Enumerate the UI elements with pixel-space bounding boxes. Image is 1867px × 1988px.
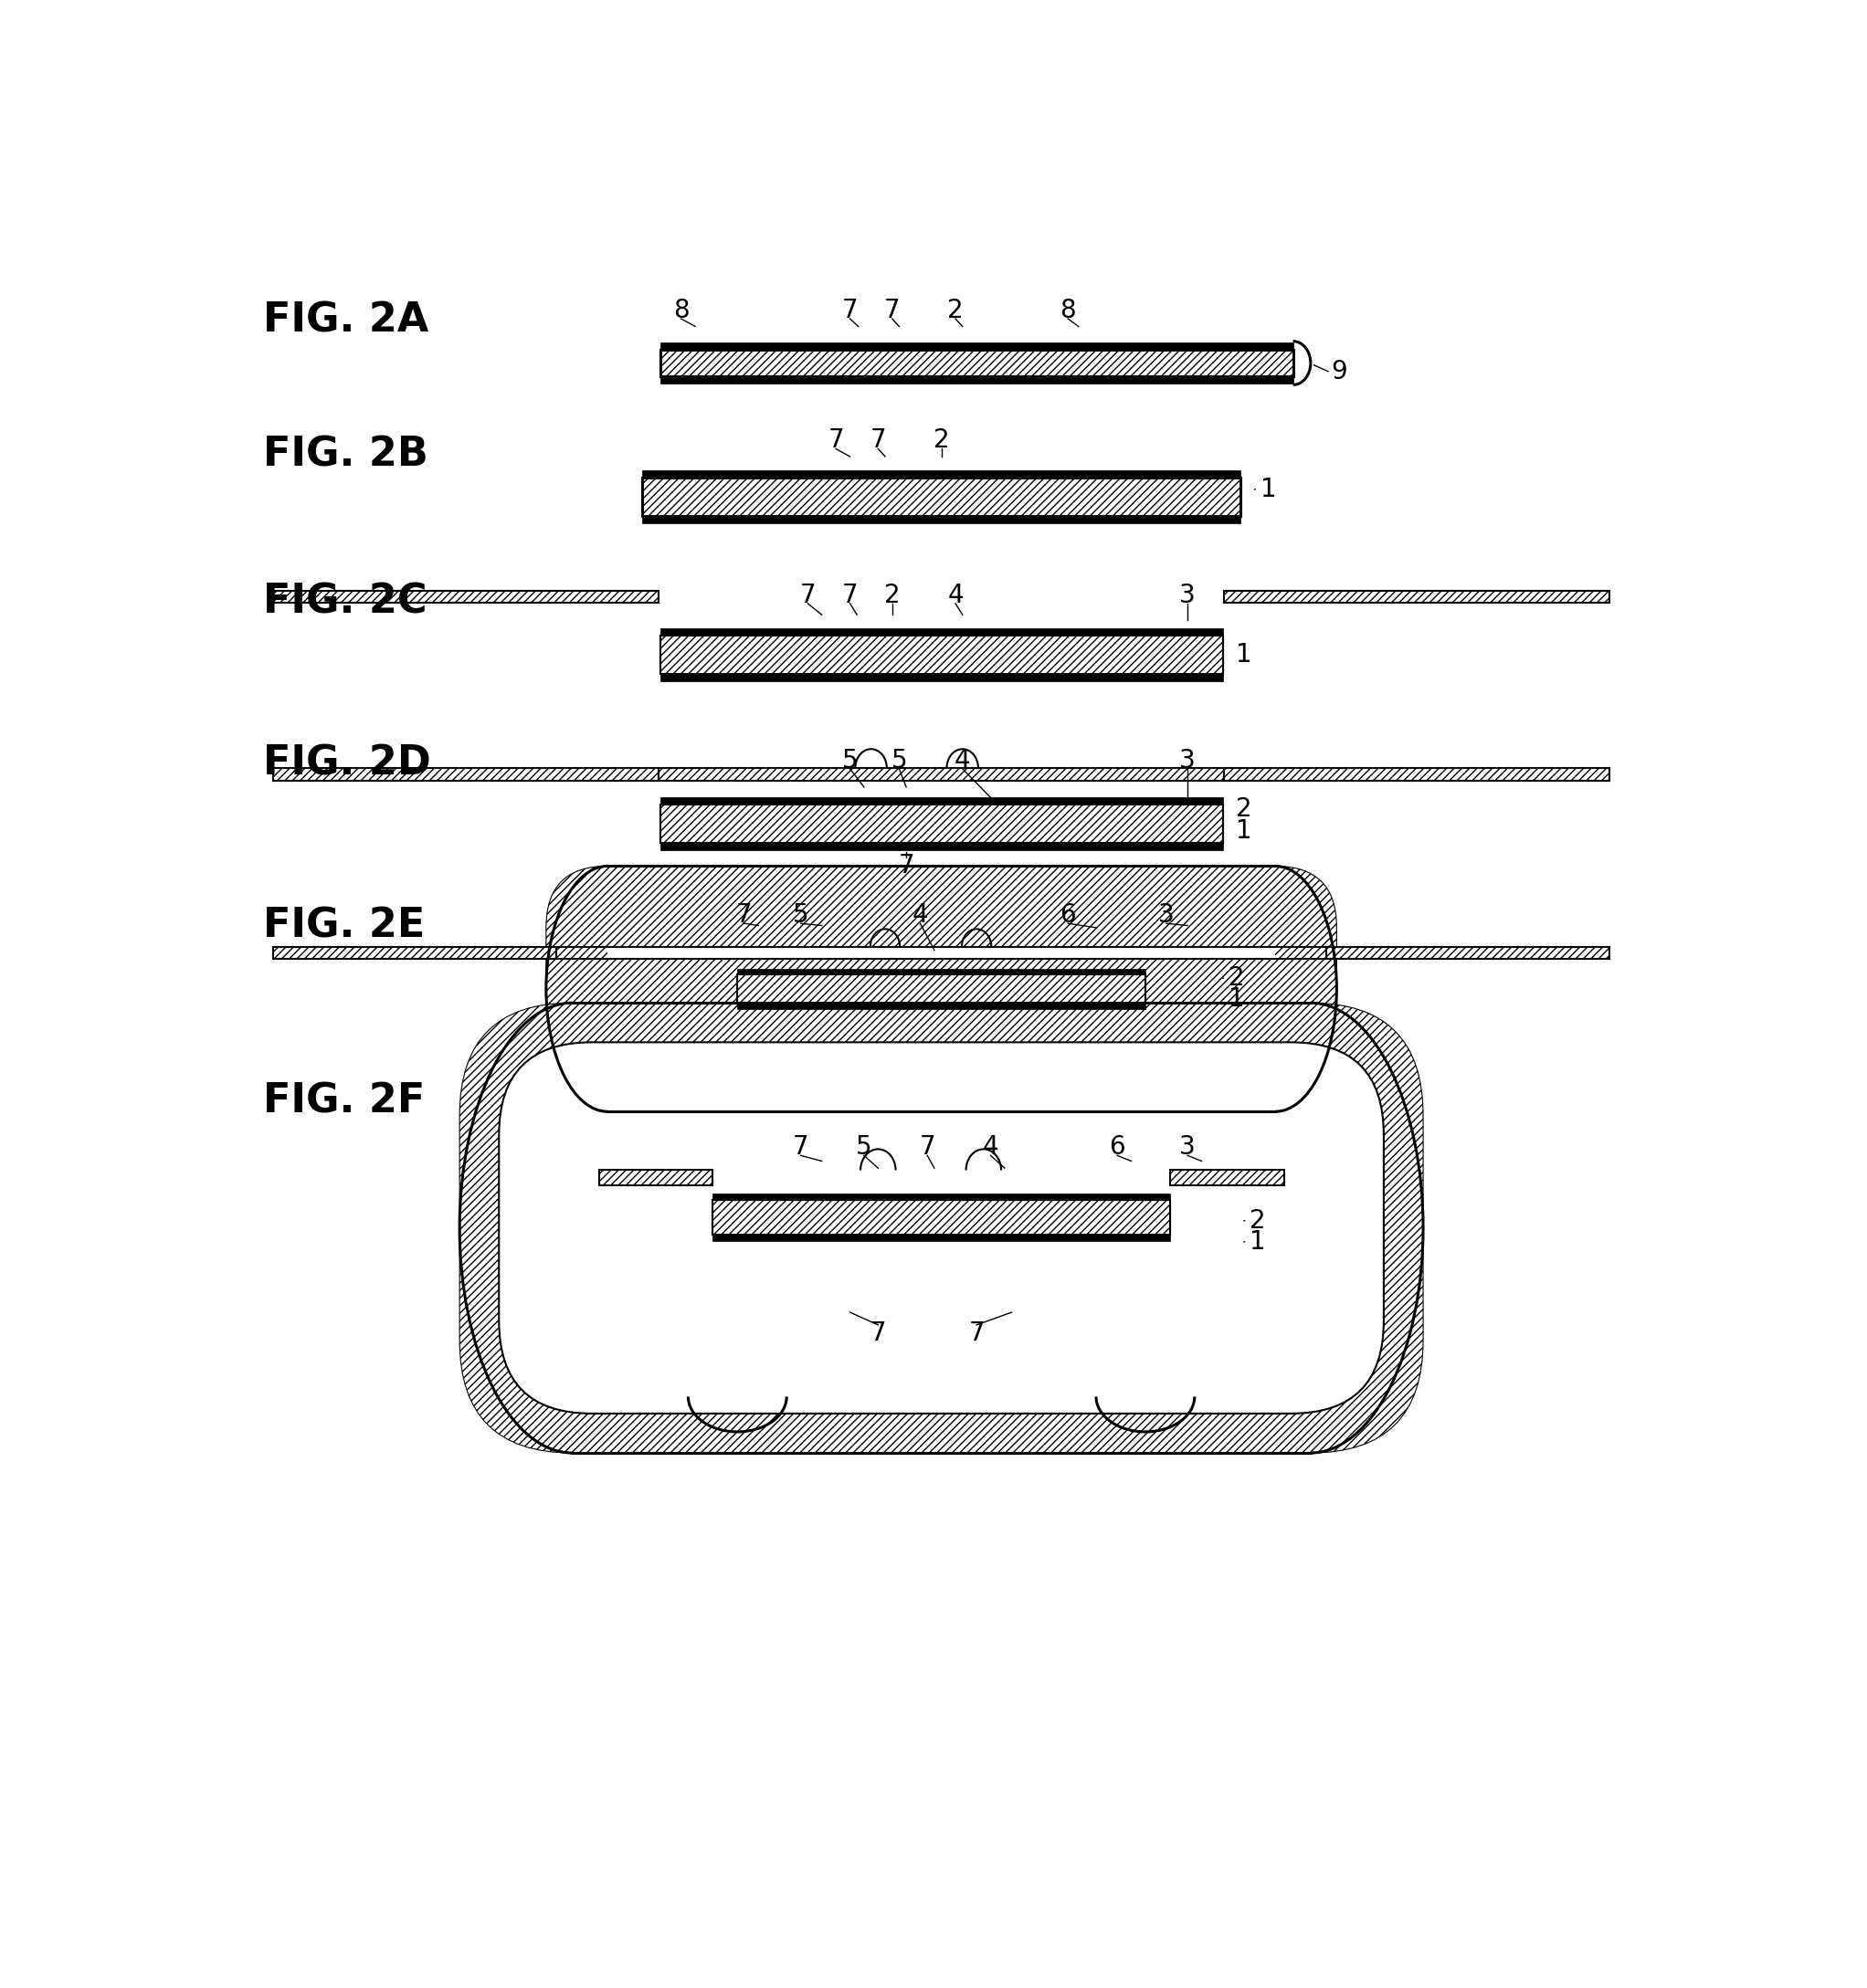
- Text: 9: 9: [1331, 358, 1346, 384]
- Bar: [1225, 769, 1609, 781]
- Bar: [599, 1171, 713, 1185]
- Bar: [737, 974, 1144, 1004]
- Text: 4: 4: [982, 1135, 999, 1159]
- Bar: [273, 769, 659, 781]
- Text: 7: 7: [793, 1135, 808, 1159]
- Bar: [273, 946, 556, 960]
- Text: 5: 5: [891, 747, 907, 773]
- Text: 7: 7: [870, 427, 887, 453]
- Bar: [642, 477, 1240, 517]
- Text: 7: 7: [969, 1320, 984, 1346]
- Bar: [1225, 590, 1609, 602]
- Text: 4: 4: [913, 903, 928, 928]
- Bar: [702, 946, 737, 960]
- Bar: [737, 968, 1144, 974]
- Bar: [1171, 1171, 1284, 1185]
- Text: 2: 2: [885, 582, 900, 608]
- Text: 7: 7: [885, 298, 900, 324]
- Text: 2: 2: [1236, 797, 1253, 823]
- Text: 1: 1: [1228, 986, 1245, 1012]
- Bar: [1225, 590, 1609, 602]
- Bar: [661, 350, 1294, 376]
- Bar: [661, 674, 1223, 682]
- Text: 8: 8: [674, 298, 689, 324]
- Text: 3: 3: [1180, 747, 1195, 773]
- Text: 6: 6: [1060, 903, 1075, 928]
- Text: 5: 5: [855, 1135, 872, 1159]
- Bar: [642, 471, 1240, 477]
- Text: 6: 6: [1109, 1135, 1126, 1159]
- Text: 7: 7: [799, 582, 816, 608]
- Bar: [713, 1193, 1171, 1201]
- Bar: [273, 946, 556, 960]
- Bar: [713, 1201, 1171, 1235]
- Text: 5: 5: [793, 903, 808, 928]
- Bar: [659, 769, 1225, 781]
- Bar: [661, 342, 1294, 350]
- Bar: [661, 805, 1223, 843]
- Bar: [713, 1235, 1171, 1241]
- Bar: [642, 477, 1240, 517]
- Text: FIG. 2F: FIG. 2F: [263, 1081, 424, 1121]
- Bar: [1326, 946, 1609, 960]
- Bar: [273, 590, 659, 602]
- Text: 1: 1: [1236, 817, 1253, 843]
- Text: 8: 8: [1060, 298, 1075, 324]
- Text: 7: 7: [898, 853, 915, 879]
- Bar: [1144, 946, 1180, 960]
- Bar: [737, 1004, 1144, 1010]
- Text: 2: 2: [934, 427, 950, 453]
- Bar: [661, 350, 1294, 376]
- Bar: [1171, 1171, 1284, 1185]
- Text: 7: 7: [842, 298, 859, 324]
- Text: 2: 2: [947, 298, 963, 324]
- FancyBboxPatch shape: [545, 867, 1337, 1111]
- Bar: [599, 1171, 713, 1185]
- Text: 7: 7: [827, 427, 844, 453]
- Text: 1: 1: [1249, 1229, 1266, 1254]
- Bar: [1144, 946, 1180, 960]
- Bar: [737, 974, 1144, 1004]
- Bar: [702, 946, 737, 960]
- Bar: [661, 636, 1223, 674]
- Bar: [661, 805, 1223, 843]
- Text: 5: 5: [842, 747, 859, 773]
- Text: 1: 1: [1260, 477, 1277, 503]
- Text: 2: 2: [1228, 966, 1245, 992]
- Bar: [1225, 769, 1609, 781]
- Text: 7: 7: [842, 582, 859, 608]
- Text: FIG. 2E: FIG. 2E: [263, 907, 424, 944]
- Text: 7: 7: [736, 903, 752, 928]
- Text: 3: 3: [1180, 582, 1195, 608]
- Text: FIG. 2A: FIG. 2A: [263, 302, 428, 340]
- Text: 2: 2: [1249, 1209, 1266, 1235]
- Bar: [713, 1201, 1171, 1235]
- Bar: [659, 769, 1225, 781]
- Text: 4: 4: [954, 747, 971, 773]
- Bar: [642, 517, 1240, 523]
- Bar: [661, 376, 1294, 384]
- Text: 1: 1: [1236, 642, 1253, 668]
- Text: 4: 4: [947, 582, 963, 608]
- Text: 7: 7: [919, 1135, 935, 1159]
- Bar: [273, 590, 659, 602]
- FancyBboxPatch shape: [498, 1042, 1383, 1413]
- Text: FIG. 2C: FIG. 2C: [263, 582, 428, 622]
- Bar: [661, 843, 1223, 851]
- Text: FIG. 2D: FIG. 2D: [263, 744, 431, 783]
- Bar: [607, 946, 1275, 960]
- Text: 3: 3: [1180, 1135, 1195, 1159]
- Text: FIG. 2B: FIG. 2B: [263, 435, 428, 473]
- Text: 7: 7: [870, 1320, 887, 1346]
- FancyBboxPatch shape: [459, 1002, 1423, 1453]
- Text: 3: 3: [1158, 903, 1174, 928]
- Bar: [661, 628, 1223, 636]
- Bar: [273, 769, 659, 781]
- Bar: [661, 797, 1223, 805]
- Bar: [661, 636, 1223, 674]
- Bar: [1326, 946, 1609, 960]
